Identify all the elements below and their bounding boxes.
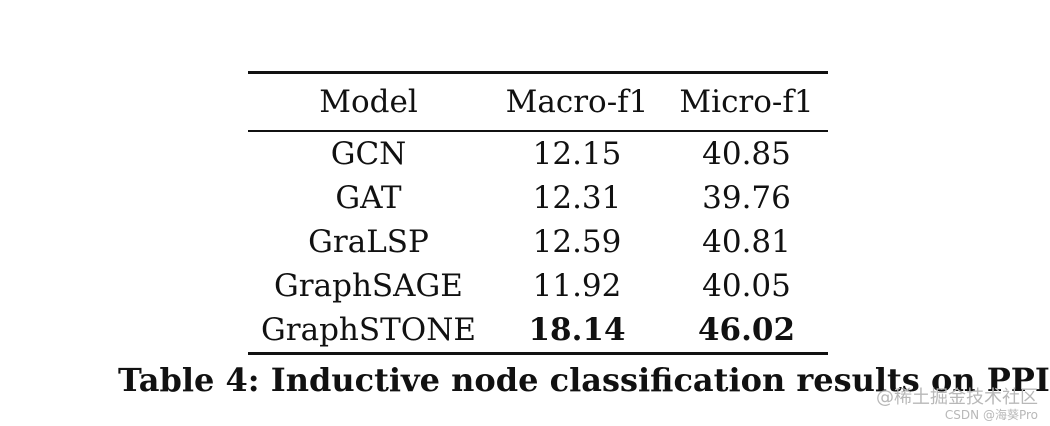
table-bottom-rule xyxy=(248,351,828,355)
table-top-rule xyxy=(248,71,828,74)
cell-micro-f1: 40.85 xyxy=(702,135,791,172)
cell-micro-f1: 40.05 xyxy=(702,267,791,304)
watermark: @稀土掘金技术社区 CSDN @海葵Pro xyxy=(876,387,1038,423)
table-row: GraphSAGE 11.92 40.05 xyxy=(248,264,828,308)
cell-macro-f1: 12.15 xyxy=(532,135,622,172)
watermark-line-1: @稀土掘金技术社区 xyxy=(876,387,1038,408)
table-row: GraphSTONE 18.14 46.02 xyxy=(248,308,828,352)
cell-model: GraphSAGE xyxy=(274,267,463,304)
table-row: GraLSP 12.59 40.81 xyxy=(248,220,828,264)
cell-micro-f1: 39.76 xyxy=(702,179,791,216)
table-row: GAT 12.31 39.76 xyxy=(248,176,828,220)
cell-model: GAT xyxy=(335,179,402,216)
cell-model: GCN xyxy=(330,135,407,172)
header-micro-f1: Micro-f1 xyxy=(679,84,814,120)
table-header-row: Model Macro-f1 Micro-f1 xyxy=(248,74,828,130)
header-macro-f1: Macro-f1 xyxy=(505,84,649,120)
header-model: Model xyxy=(319,84,418,120)
cell-macro-f1-best: 18.14 xyxy=(528,311,626,348)
cell-macro-f1: 12.59 xyxy=(532,223,622,260)
results-table: Model Macro-f1 Micro-f1 GCN 12.15 40.85 … xyxy=(248,71,828,355)
table-caption: Table 4: Inductive node classification r… xyxy=(118,361,1050,399)
cell-model: GraLSP xyxy=(308,223,429,260)
cell-model: GraphSTONE xyxy=(261,311,476,348)
watermark-line-2: CSDN @海葵Pro xyxy=(944,408,1038,422)
table-header-rule xyxy=(248,130,828,132)
cell-macro-f1: 12.31 xyxy=(532,179,622,216)
table-row: GCN 12.15 40.85 xyxy=(248,132,828,176)
cell-micro-f1-best: 46.02 xyxy=(697,311,796,348)
cell-macro-f1: 11.92 xyxy=(532,267,622,304)
cell-micro-f1: 40.81 xyxy=(702,223,791,260)
